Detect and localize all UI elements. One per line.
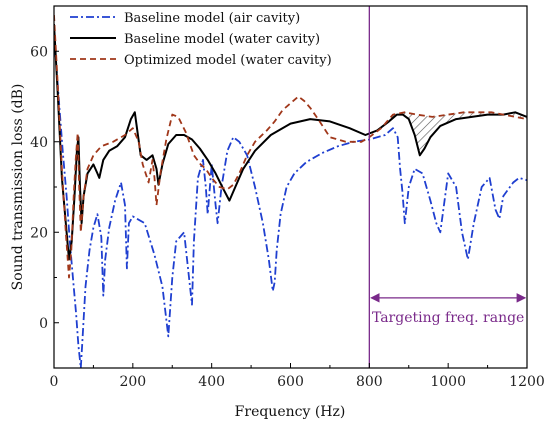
x-axis-label: Frequency (Hz) [235, 404, 346, 420]
legend: Baseline model (air cavity) Baseline mode… [70, 11, 332, 68]
x-tick-label: 600 [277, 374, 304, 390]
range-label: Targeting freq. range [372, 310, 524, 326]
y-tick-label: 40 [30, 135, 48, 151]
x-tick-label: 800 [356, 374, 383, 390]
x-tick-label: 400 [198, 374, 225, 390]
legend-label-0: Baseline model (air cavity) [124, 11, 300, 26]
x-tick-label: 200 [119, 374, 146, 390]
y-axis-label: Sound transmission loss (dB) [10, 84, 26, 291]
legend-label-2: Optimized model (water cavity) [124, 53, 332, 68]
y-tick-label: 20 [30, 225, 48, 241]
legend-label-1: Baseline model (water cavity) [124, 32, 320, 47]
y-tick-label: 60 [30, 44, 48, 60]
x-tick-label: 0 [50, 374, 59, 390]
y-tick-label: 0 [39, 316, 48, 332]
x-tick-label: 1000 [430, 374, 466, 390]
x-tick-label: 1200 [509, 374, 545, 390]
